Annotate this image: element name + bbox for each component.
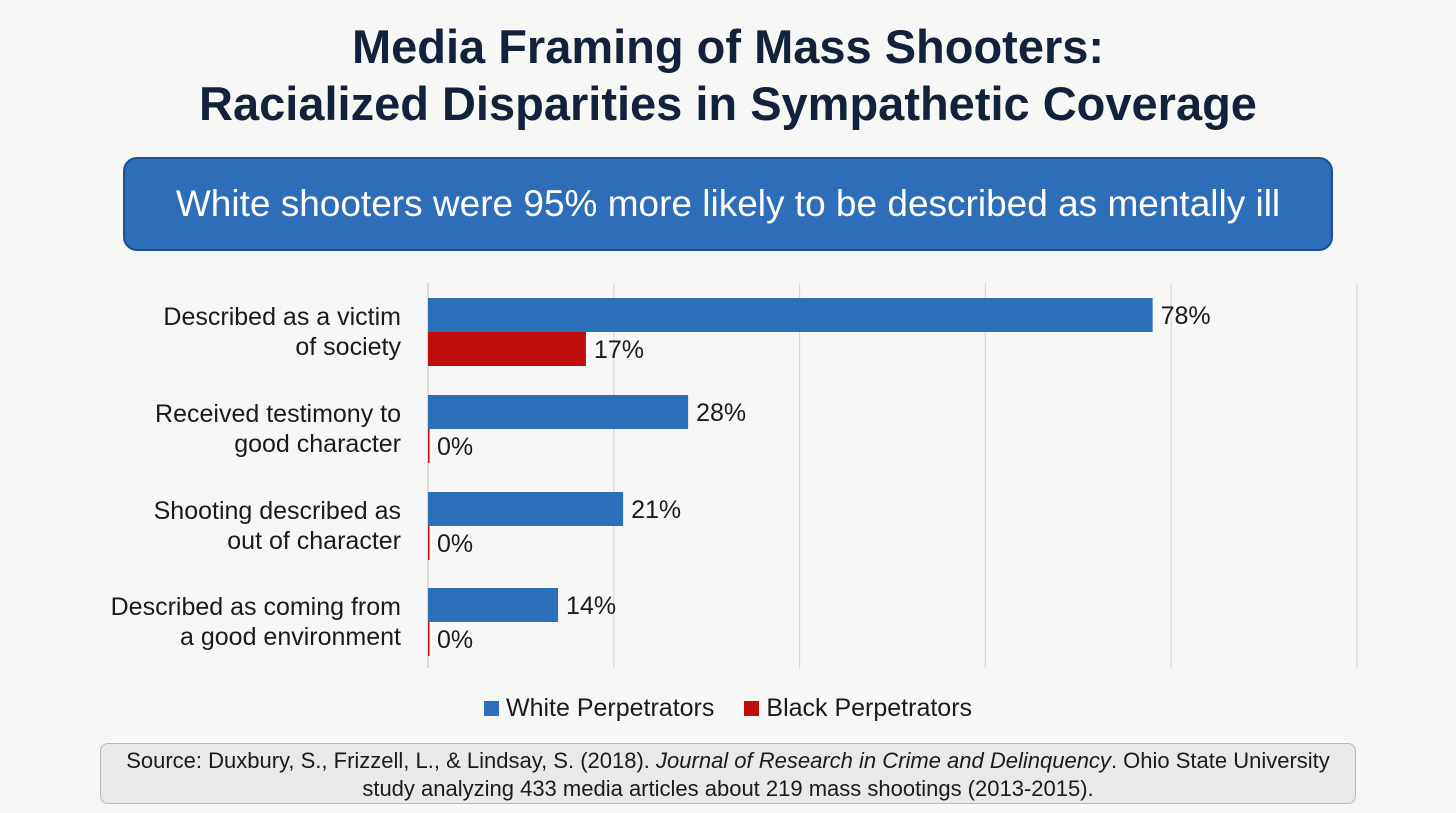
bar-black (428, 332, 586, 366)
category-label-line: Described as a victim (163, 303, 401, 331)
value-label-black: 0% (437, 433, 473, 461)
bar-chart: Described as a victim of society 78% 17% Rec… (111, 283, 1358, 668)
category-label-line: out of character (227, 527, 401, 555)
category-label-line: a good environment (180, 623, 401, 651)
category-label-line: Shooting described as (154, 497, 401, 525)
value-label-black: 0% (437, 626, 473, 654)
legend-label-white: White Perpetrators (505, 694, 715, 722)
bar-white (428, 492, 624, 526)
legend-swatch-white (483, 701, 499, 716)
category-label: Described as coming from a good environme… (111, 593, 401, 651)
chart-title: Media Framing of Mass Shooters: Racializ… (0, 18, 1456, 132)
legend-item-white: White Perpetrators (483, 694, 715, 723)
source-prefix: Source: Duxbury, S., Frizzell, L., & Lin… (126, 748, 657, 773)
source-journal: Journal of Research in Crime and Delinqu… (656, 748, 1111, 773)
value-label-black: 17% (594, 336, 644, 364)
title-line-2: Racialized Disparities in Sympathetic Co… (199, 77, 1257, 130)
banner-text: White shooters were 95% more likely to b… (175, 183, 1281, 224)
legend: White Perpetrators Black Perpetrators (0, 694, 1456, 723)
category-label-line: Described as coming from (111, 593, 401, 621)
source-citation: Source: Duxbury, S., Frizzell, L., & Lin… (100, 743, 1356, 804)
bar-white (428, 395, 689, 429)
legend-label-black: Black Perpetrators (766, 694, 973, 722)
category-label-line: Received testimony to (155, 400, 401, 428)
source-suffix: . Ohio State University study analyzing … (362, 748, 1330, 801)
bar-black (428, 526, 430, 560)
value-label-white: 21% (631, 496, 681, 524)
category-label: Shooting described as out of character (154, 497, 401, 555)
value-label-white: 14% (566, 592, 616, 620)
key-finding-banner: White shooters were 95% more likely to b… (123, 157, 1333, 251)
category-label: Described as a victim of society (163, 303, 401, 361)
category-label-line: good character (234, 430, 401, 458)
bar-black (428, 429, 430, 463)
title-line-1: Media Framing of Mass Shooters: (351, 20, 1105, 73)
bar-white (428, 298, 1153, 332)
legend-item-black: Black Perpetrators (744, 694, 972, 723)
value-label-white: 78% (1161, 302, 1211, 330)
legend-swatch-black (744, 701, 760, 716)
category-label: Received testimony to good character (155, 400, 401, 458)
bar-black (428, 622, 430, 656)
category-label-line: of society (295, 333, 401, 361)
value-label-white: 28% (696, 399, 746, 427)
bar-white (428, 588, 559, 622)
value-label-black: 0% (437, 530, 473, 558)
